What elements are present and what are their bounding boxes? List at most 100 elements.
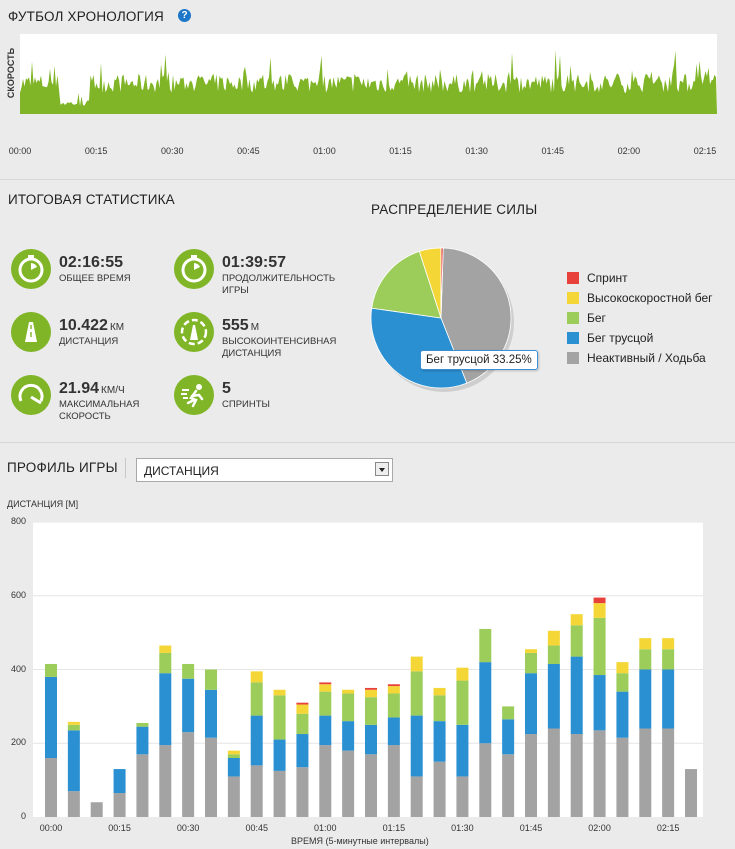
- bar-segment[interactable]: [273, 739, 286, 771]
- bar-segment[interactable]: [182, 663, 195, 679]
- bar-segment[interactable]: [525, 673, 537, 735]
- bar-segment[interactable]: [547, 630, 560, 646]
- bar-segment[interactable]: [570, 614, 583, 626]
- bar-segment[interactable]: [433, 695, 446, 722]
- legend-item[interactable]: Неактивный / Ходьба: [567, 351, 706, 365]
- bar-segment[interactable]: [365, 697, 377, 725]
- bar-segment[interactable]: [639, 638, 652, 650]
- bar-segment[interactable]: [387, 684, 400, 687]
- bar-segment[interactable]: [227, 754, 240, 758]
- bar-segment[interactable]: [159, 645, 172, 653]
- bar-segment[interactable]: [342, 689, 355, 694]
- bar-segment[interactable]: [547, 663, 560, 729]
- bar-segment[interactable]: [365, 689, 377, 698]
- bar-segment[interactable]: [662, 649, 675, 670]
- bar-segment[interactable]: [502, 706, 515, 720]
- bar-segment[interactable]: [410, 671, 423, 716]
- bar-segment[interactable]: [479, 743, 492, 817]
- bar-segment[interactable]: [433, 687, 446, 696]
- bar-segment[interactable]: [547, 645, 560, 664]
- bar-segment[interactable]: [182, 732, 195, 817]
- bar-segment[interactable]: [227, 776, 240, 817]
- bar-segment[interactable]: [342, 750, 355, 818]
- bar-segment[interactable]: [456, 667, 469, 681]
- bar-segment[interactable]: [45, 663, 57, 677]
- chevron-down-icon[interactable]: [375, 462, 389, 476]
- bar-segment[interactable]: [365, 687, 377, 690]
- bar-segment[interactable]: [136, 726, 149, 755]
- bar-segment[interactable]: [685, 769, 697, 817]
- pie-slice[interactable]: [440, 247, 512, 384]
- bar-segment[interactable]: [570, 734, 583, 817]
- bar-segment[interactable]: [296, 713, 309, 735]
- bar-segment[interactable]: [593, 603, 606, 618]
- bar-segment[interactable]: [616, 737, 629, 817]
- pie-slice[interactable]: [440, 247, 444, 319]
- bar-segment[interactable]: [250, 715, 263, 766]
- bar-segment[interactable]: [662, 669, 675, 729]
- bar-segment[interactable]: [456, 680, 469, 725]
- bar-segment[interactable]: [319, 715, 332, 746]
- bar-segment[interactable]: [67, 730, 80, 792]
- bar-segment[interactable]: [319, 691, 332, 716]
- bar-segment[interactable]: [67, 721, 80, 725]
- bar-segment[interactable]: [616, 662, 629, 674]
- bar-segment[interactable]: [319, 682, 332, 685]
- bar-segment[interactable]: [205, 669, 217, 690]
- bar-segment[interactable]: [479, 628, 492, 663]
- bar-segment[interactable]: [136, 754, 149, 817]
- bar-segment[interactable]: [365, 724, 377, 755]
- bar-segment[interactable]: [662, 728, 675, 818]
- bar-segment[interactable]: [616, 673, 629, 692]
- bar-segment[interactable]: [616, 691, 629, 738]
- bar-segment[interactable]: [525, 734, 537, 817]
- bar-segment[interactable]: [296, 704, 309, 714]
- bar-segment[interactable]: [479, 662, 492, 744]
- bar-segment[interactable]: [319, 684, 332, 692]
- bar-segment[interactable]: [205, 689, 217, 738]
- metric-select[interactable]: ДИСТАНЦИЯ: [136, 458, 393, 482]
- bar-segment[interactable]: [456, 724, 469, 777]
- bar-segment[interactable]: [387, 717, 400, 746]
- bar-segment[interactable]: [159, 745, 172, 817]
- bar-segment[interactable]: [639, 669, 652, 729]
- bar-segment[interactable]: [525, 649, 537, 653]
- bar-segment[interactable]: [593, 617, 606, 676]
- bar-segment[interactable]: [387, 686, 400, 694]
- bar-segment[interactable]: [296, 767, 309, 817]
- bar-segment[interactable]: [273, 695, 286, 740]
- bar-segment[interactable]: [45, 758, 57, 817]
- bar-segment[interactable]: [250, 682, 263, 716]
- bar-segment[interactable]: [593, 675, 606, 731]
- question-icon[interactable]: ?: [178, 9, 191, 22]
- bar-segment[interactable]: [410, 656, 423, 672]
- bar-segment[interactable]: [273, 770, 286, 817]
- bar-segment[interactable]: [593, 597, 606, 604]
- bar-segment[interactable]: [113, 793, 126, 817]
- bar-segment[interactable]: [525, 652, 537, 674]
- bar-segment[interactable]: [90, 802, 103, 817]
- bar-segment[interactable]: [113, 769, 126, 794]
- bar-segment[interactable]: [410, 715, 423, 777]
- bar-segment[interactable]: [227, 758, 240, 777]
- bar-segment[interactable]: [67, 791, 80, 817]
- bar-segment[interactable]: [159, 652, 172, 674]
- bar-segment[interactable]: [410, 776, 423, 817]
- bar-segment[interactable]: [433, 721, 446, 762]
- bar-segment[interactable]: [662, 638, 675, 650]
- bar-segment[interactable]: [342, 693, 355, 722]
- bar-segment[interactable]: [502, 719, 515, 755]
- pie-slice[interactable]: [371, 250, 442, 319]
- bar-segment[interactable]: [547, 728, 560, 818]
- legend-item[interactable]: Спринт: [567, 271, 628, 285]
- bar-segment[interactable]: [456, 776, 469, 817]
- bar-segment[interactable]: [296, 734, 309, 768]
- bar-segment[interactable]: [67, 724, 80, 731]
- bar-segment[interactable]: [45, 676, 57, 759]
- bar-segment[interactable]: [387, 745, 400, 817]
- bar-segment[interactable]: [570, 625, 583, 657]
- legend-item[interactable]: Бег трусцой: [567, 331, 653, 345]
- bar-segment[interactable]: [639, 728, 652, 818]
- bar-segment[interactable]: [570, 656, 583, 735]
- bar-segment[interactable]: [319, 745, 332, 817]
